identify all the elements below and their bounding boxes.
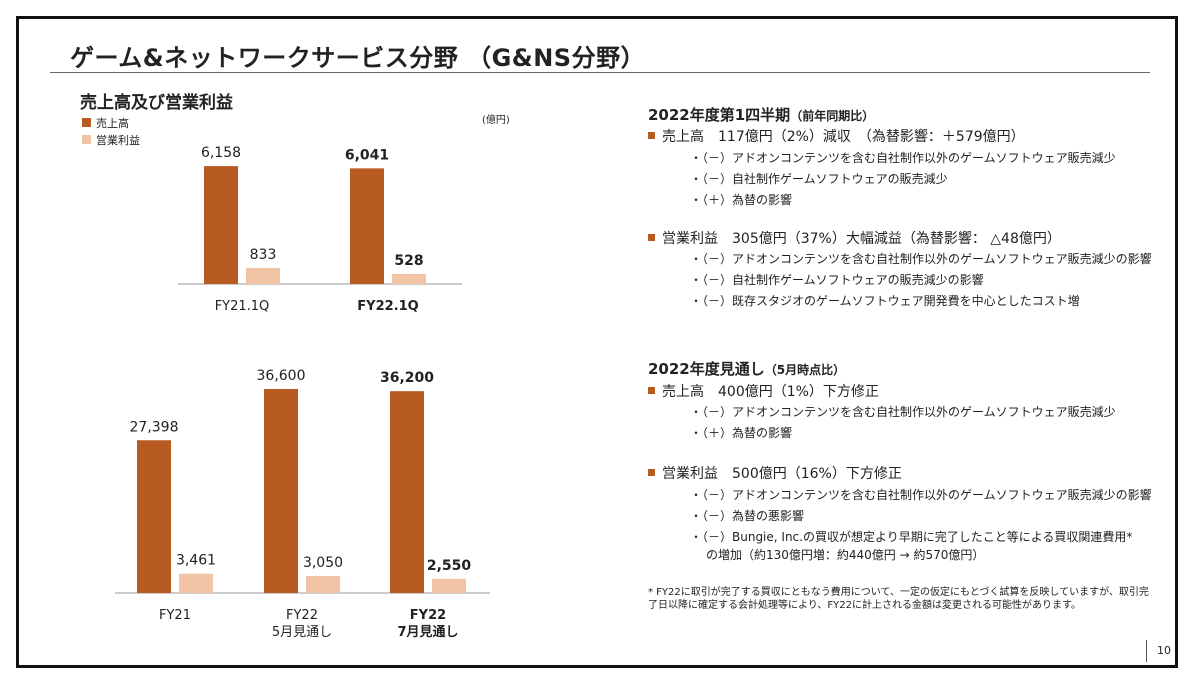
slide-frame [16, 16, 1178, 668]
fy-op-item: ・（－）Bungie, Inc.の買収が想定より早期に完了したこと等による買収関… [690, 530, 1133, 544]
chart-section-title: 売上高及び営業利益 [80, 93, 233, 113]
legend-label-op-income: 営業利益 [96, 133, 140, 147]
data-label: 3,050 [303, 555, 343, 571]
bar-sales [204, 166, 238, 284]
category-label: FY22 [410, 608, 446, 623]
q1-title: 2022年度第1四半期 [648, 106, 791, 124]
data-label: 833 [250, 247, 277, 263]
fy-sales-item: ・（＋）為替の影響 [690, 426, 793, 440]
data-label: 528 [394, 253, 423, 269]
q1-sales-item: ・（－）自社制作ゲームソフトウェアの販売減少 [690, 172, 948, 186]
category-label: 5月見通し [272, 625, 332, 640]
data-label: 2,550 [427, 558, 472, 574]
bar-op-income [179, 573, 213, 593]
unit-label: (億円) [482, 115, 510, 126]
fy-op-line: 営業利益 500億円（16%）下方修正 [648, 463, 902, 483]
bar-sales [264, 388, 298, 593]
title-divider [50, 72, 1150, 73]
bar-sales [137, 440, 171, 593]
q1-op-line: 営業利益 305億円（37%）大幅減益（為替影響： △48億円） [648, 228, 1061, 248]
legend-swatch-sales [82, 118, 91, 127]
fy-sales-item: ・（－）アドオンコンテンツを含む自社制作以外のゲームソフトウェア販売減少 [690, 405, 1116, 419]
data-label: 6,041 [345, 147, 389, 163]
q1-op-item: ・（－）既存スタジオのゲームソフトウェア開発費を中心としたコスト増 [690, 294, 1080, 308]
page-title: ゲーム&ネットワークサービス分野 （G&NS分野） [70, 44, 646, 72]
fy-op-item: ・（－）為替の悪影響 [690, 509, 805, 523]
category-label: FY22 [286, 608, 318, 623]
category-label: FY21.1Q [215, 299, 270, 314]
legend-label-sales: 売上高 [96, 116, 129, 130]
q1-sales-item: ・（＋）為替の影響 [690, 193, 793, 207]
data-label: 6,158 [201, 145, 241, 161]
category-label: 7月見通し [397, 624, 458, 640]
fy-op-item-cont: の増加（約130億円増：約440億円 → 約570億円） [706, 548, 985, 562]
legend-swatch-op-income [82, 135, 91, 144]
fy-note: （5月時点比） [764, 363, 846, 377]
data-label: 27,398 [130, 419, 179, 435]
page-number: 10 [1146, 640, 1171, 662]
fy-title: 2022年度見通し [648, 360, 765, 378]
category-label: FY21 [159, 608, 191, 623]
q1-op-item: ・（－）自社制作ゲームソフトウェアの販売減少の影響 [690, 273, 984, 287]
q1-sales-item: ・（－）アドオンコンテンツを含む自社制作以外のゲームソフトウェア販売減少 [690, 151, 1116, 165]
fy-heading: 2022年度見通し（5月時点比） [648, 358, 845, 379]
q1-note: （前年同期比） [790, 109, 875, 123]
category-label: FY22.1Q [357, 299, 418, 314]
bar-op-income [246, 268, 280, 284]
bar-sales [350, 168, 384, 284]
fy-op-item: ・（－）アドオンコンテンツを含む自社制作以外のゲームソフトウェア販売減少の影響 [690, 488, 1152, 502]
q1-op-item: ・（－）アドオンコンテンツを含む自社制作以外のゲームソフトウェア販売減少の影響 [690, 252, 1152, 266]
chart-legend: 売上高 営業利益 [82, 114, 140, 148]
data-label: 36,200 [380, 370, 434, 386]
bar-charts: 6,158 833 FY21.1Q 6,041 528 FY22.1Q 27,398 3,46… [115, 145, 490, 640]
bar-op-income [306, 575, 340, 593]
q1-sales-line: 売上高 117億円（2%）減収 （為替影響：＋579億円） [648, 126, 1025, 146]
legend-item-sales: 売上高 [82, 114, 140, 131]
footnote: * FY22に取引が完了する買収にともなう費用について、一定の仮定にもとづく試算… [648, 587, 1149, 611]
q1-heading: 2022年度第1四半期（前年同期比） [648, 104, 874, 125]
bar-op-income [392, 273, 426, 284]
fy-sales-line: 売上高 400億円（1%）下方修正 [648, 381, 879, 401]
data-label: 3,461 [176, 553, 216, 569]
bar-op-income [432, 578, 466, 593]
legend-item-op-income: 営業利益 [82, 131, 140, 148]
bar-sales [390, 391, 424, 593]
data-label: 36,600 [257, 368, 306, 384]
